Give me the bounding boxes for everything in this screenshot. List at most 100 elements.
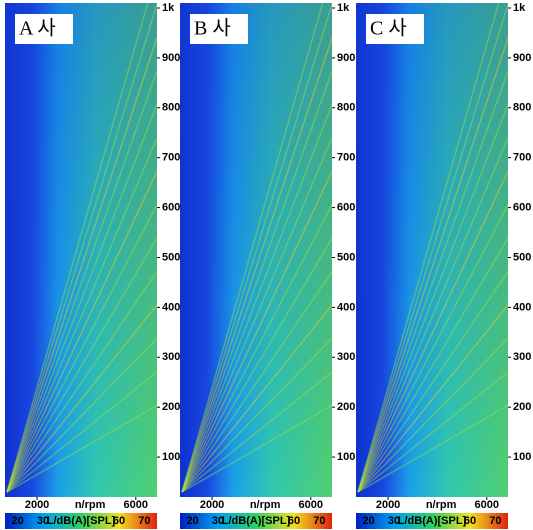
order-texture	[357, 3, 508, 493]
order-texture	[6, 404, 157, 493]
y-tick-label: 500	[162, 251, 180, 263]
x-tick-label: 6000	[475, 499, 499, 511]
y-tick-label: 100	[162, 451, 180, 463]
x-tick-label: 2000	[376, 499, 400, 511]
order-texture	[181, 404, 332, 493]
y-tick-label: 700	[513, 152, 531, 164]
y-tick-label: 700	[162, 152, 180, 164]
order-texture	[357, 70, 508, 493]
colorbar	[5, 513, 157, 529]
y-tick-label: 1k	[513, 2, 526, 14]
colorbar	[356, 513, 508, 529]
colorbar-tick-label: 30	[37, 515, 49, 527]
order-texture	[181, 337, 332, 493]
y-tick-label: 800	[513, 102, 531, 114]
order-texture	[181, 137, 332, 493]
spectrogram-shade	[5, 3, 157, 497]
y-tick-label: 200	[162, 401, 180, 413]
x-tick-label: 6000	[299, 499, 323, 511]
order-texture	[6, 237, 157, 493]
y-tick-label: 400	[337, 301, 355, 313]
order-texture	[181, 304, 332, 493]
panel-title: C 사	[370, 17, 407, 40]
y-tick-label: 800	[337, 102, 355, 114]
order-texture	[357, 304, 508, 493]
panel-title: A 사	[19, 17, 56, 40]
order-texture	[357, 204, 508, 493]
order-texture	[357, 404, 508, 493]
order-texture	[6, 371, 157, 493]
colorbar-label: L/dB(A)[SPL]	[222, 515, 291, 527]
order-texture	[357, 170, 508, 493]
colorbar-tick-label: 60	[288, 515, 300, 527]
colorbar-tick-label: 60	[113, 515, 125, 527]
y-tick-label: 600	[162, 201, 180, 213]
x-tick-label: 2000	[200, 499, 224, 511]
colorbar-tick-label: 70	[313, 515, 325, 527]
colorbar-tick-label: 20	[187, 515, 199, 527]
order-texture	[181, 371, 332, 493]
spectrogram-shade	[180, 3, 332, 497]
order-texture	[357, 237, 508, 493]
order-texture	[181, 237, 332, 493]
order-texture	[357, 137, 508, 493]
y-tick-label: 200	[513, 401, 531, 413]
order-texture	[6, 137, 157, 493]
y-tick-label: 300	[513, 351, 531, 363]
colorbar-tick-label: 30	[212, 515, 224, 527]
colorbar-tick-label: 20	[363, 515, 375, 527]
y-tick-label: 1k	[162, 2, 175, 14]
order-texture	[357, 337, 508, 493]
order-texture	[181, 37, 332, 493]
title-box	[15, 14, 73, 44]
colorbar-tick-label: 30	[388, 515, 400, 527]
order-texture	[6, 304, 157, 493]
y-tick-label: 500	[513, 251, 531, 263]
x-tick-label: 2000	[25, 499, 49, 511]
y-tick-label: 700	[337, 152, 355, 164]
order-texture	[357, 271, 508, 493]
x-axis-label: n/rpm	[426, 499, 457, 511]
order-texture	[357, 37, 508, 493]
y-tick-label: 300	[162, 351, 180, 363]
x-axis-label: n/rpm	[75, 499, 106, 511]
order-texture	[6, 170, 157, 493]
order-texture	[181, 70, 332, 493]
order-texture	[6, 104, 157, 493]
y-tick-label: 600	[337, 201, 355, 213]
y-tick-label: 800	[162, 102, 180, 114]
order-texture	[6, 271, 157, 493]
x-axis-label: n/rpm	[250, 499, 281, 511]
order-texture	[6, 70, 157, 493]
y-tick-label: 300	[337, 351, 355, 363]
y-tick-label: 900	[513, 52, 531, 64]
y-tick-label: 100	[337, 451, 355, 463]
title-box	[366, 14, 424, 44]
order-texture	[6, 3, 149, 493]
order-texture	[6, 37, 157, 493]
y-tick-label: 400	[162, 301, 180, 313]
y-tick-label: 100	[513, 451, 531, 463]
order-texture	[181, 204, 332, 493]
y-tick-label: 600	[513, 201, 531, 213]
colorbar	[180, 513, 332, 529]
colorbar-tick-label: 60	[464, 515, 476, 527]
order-texture	[181, 271, 332, 493]
y-tick-label: 900	[162, 52, 180, 64]
y-tick-label: 200	[337, 401, 355, 413]
colorbar-tick-label: 70	[138, 515, 150, 527]
colorbar-tick-label: 20	[12, 515, 24, 527]
order-texture	[357, 104, 508, 493]
order-texture	[357, 371, 508, 493]
order-texture	[6, 204, 157, 493]
order-texture	[6, 3, 157, 493]
colorbar-label: L/dB(A)[SPL]	[47, 515, 116, 527]
title-box	[190, 14, 248, 44]
colorbar-label: L/dB(A)[SPL]	[398, 515, 467, 527]
colorbar-tick-label: 70	[489, 515, 501, 527]
order-texture	[181, 170, 332, 493]
order-texture	[6, 337, 157, 493]
x-tick-label: 6000	[124, 499, 148, 511]
order-texture	[181, 104, 332, 493]
y-tick-label: 1k	[337, 2, 350, 14]
